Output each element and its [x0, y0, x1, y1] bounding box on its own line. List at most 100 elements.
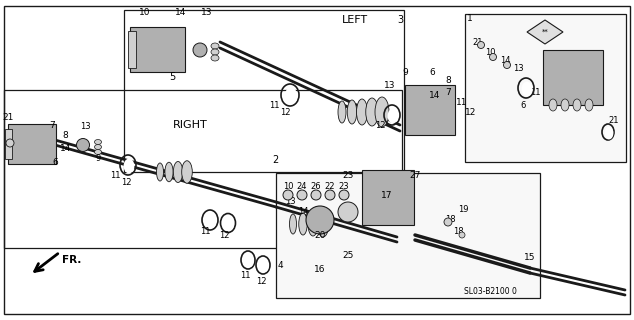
- Ellipse shape: [389, 110, 397, 122]
- Text: 6: 6: [429, 68, 435, 76]
- Text: 12: 12: [375, 121, 385, 130]
- Ellipse shape: [459, 232, 465, 238]
- Bar: [543, 50, 603, 105]
- Ellipse shape: [549, 99, 557, 111]
- Text: 17: 17: [381, 190, 392, 199]
- Text: 13: 13: [285, 197, 295, 206]
- Text: 10: 10: [283, 181, 294, 190]
- Polygon shape: [527, 20, 563, 44]
- Ellipse shape: [226, 219, 233, 229]
- Text: 11: 11: [456, 98, 468, 107]
- Text: 18: 18: [444, 215, 455, 225]
- Ellipse shape: [290, 214, 297, 234]
- Text: 21: 21: [3, 113, 14, 122]
- Ellipse shape: [165, 162, 173, 182]
- Ellipse shape: [173, 162, 183, 182]
- Bar: [276, 173, 540, 298]
- Ellipse shape: [477, 42, 484, 49]
- Text: 12: 12: [280, 108, 290, 116]
- Text: RIGHT: RIGHT: [172, 120, 207, 130]
- Text: 14: 14: [500, 55, 510, 65]
- Ellipse shape: [561, 99, 569, 111]
- Text: 20: 20: [314, 230, 326, 239]
- Ellipse shape: [503, 61, 510, 68]
- Text: 11: 11: [530, 87, 540, 97]
- Ellipse shape: [261, 261, 268, 271]
- Text: 6: 6: [521, 100, 526, 109]
- Text: FR.: FR.: [62, 255, 82, 265]
- Text: 14: 14: [176, 7, 186, 17]
- Text: 10: 10: [485, 47, 495, 57]
- Ellipse shape: [193, 43, 207, 57]
- Text: 27: 27: [410, 171, 421, 180]
- Text: 7: 7: [49, 121, 55, 130]
- Text: 12: 12: [219, 230, 230, 239]
- Text: 23: 23: [342, 171, 354, 180]
- Text: 12: 12: [120, 178, 131, 187]
- Ellipse shape: [125, 160, 133, 172]
- Ellipse shape: [299, 213, 307, 235]
- Ellipse shape: [6, 139, 14, 147]
- Ellipse shape: [585, 99, 593, 111]
- Ellipse shape: [356, 99, 368, 125]
- Ellipse shape: [157, 163, 164, 181]
- Text: LEFT: LEFT: [342, 15, 368, 25]
- Ellipse shape: [306, 206, 334, 234]
- Text: 26: 26: [311, 181, 321, 190]
- Text: 8: 8: [445, 76, 451, 84]
- Text: 25: 25: [342, 251, 354, 260]
- Text: 8: 8: [62, 131, 68, 140]
- Ellipse shape: [375, 97, 389, 127]
- Ellipse shape: [573, 99, 581, 111]
- Text: 3: 3: [397, 15, 403, 25]
- Text: 14: 14: [60, 143, 72, 153]
- Text: 11: 11: [110, 171, 120, 180]
- Text: SL03-B2100 0: SL03-B2100 0: [463, 287, 517, 297]
- Ellipse shape: [444, 218, 452, 226]
- Text: 13: 13: [80, 122, 90, 131]
- Ellipse shape: [338, 101, 346, 123]
- Bar: [362, 170, 414, 225]
- Text: 22: 22: [325, 181, 335, 190]
- Ellipse shape: [94, 149, 101, 155]
- Text: 15: 15: [524, 253, 536, 262]
- Text: 13: 13: [201, 7, 213, 17]
- Text: 12: 12: [256, 277, 266, 286]
- Text: 10: 10: [139, 7, 151, 17]
- Text: 21: 21: [609, 116, 619, 124]
- Ellipse shape: [297, 190, 307, 200]
- Text: 4: 4: [277, 260, 283, 269]
- Text: 5: 5: [169, 72, 175, 82]
- Ellipse shape: [211, 55, 219, 61]
- Bar: [128, 31, 136, 68]
- Text: 6: 6: [52, 157, 58, 166]
- Text: 11: 11: [240, 271, 250, 281]
- Ellipse shape: [317, 211, 329, 237]
- Text: 18: 18: [453, 228, 463, 236]
- Ellipse shape: [94, 145, 101, 149]
- Text: 2: 2: [272, 155, 278, 165]
- Ellipse shape: [308, 212, 318, 236]
- Ellipse shape: [325, 190, 335, 200]
- Text: 13: 13: [513, 63, 523, 73]
- Text: 11: 11: [200, 228, 210, 236]
- Text: 11: 11: [269, 100, 279, 109]
- Ellipse shape: [211, 49, 219, 55]
- Ellipse shape: [286, 89, 296, 103]
- Text: 9: 9: [402, 68, 408, 76]
- Text: 12: 12: [465, 108, 477, 116]
- Ellipse shape: [366, 98, 378, 126]
- Bar: [130, 27, 185, 72]
- Ellipse shape: [77, 139, 89, 151]
- Bar: [8, 124, 56, 164]
- Ellipse shape: [245, 256, 252, 266]
- Bar: [465, 14, 626, 162]
- Ellipse shape: [347, 100, 357, 124]
- Ellipse shape: [311, 190, 321, 200]
- Ellipse shape: [489, 53, 496, 60]
- Text: **: **: [541, 29, 548, 35]
- Text: 1: 1: [467, 13, 473, 22]
- Ellipse shape: [283, 190, 293, 200]
- Bar: [124, 10, 404, 172]
- Text: 9: 9: [95, 154, 101, 163]
